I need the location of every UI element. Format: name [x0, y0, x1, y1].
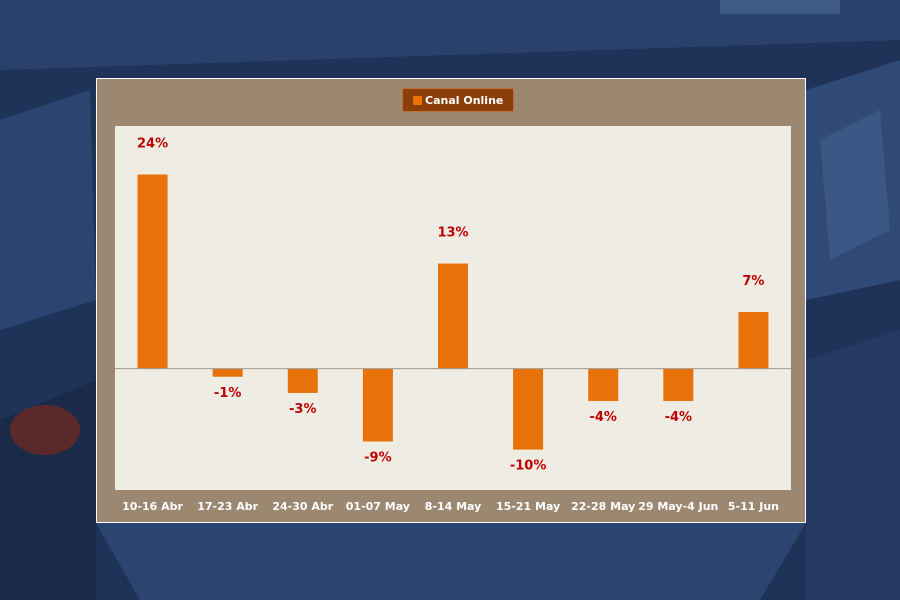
bar-3: [362, 368, 393, 442]
bar-7: [663, 368, 694, 402]
legend: Canal Online: [402, 88, 515, 112]
data-label-5: -10%: [510, 459, 547, 474]
x-tick-label-7: 29 May-4 Jun: [638, 500, 718, 513]
bar-4: [438, 263, 468, 369]
x-tick-label-0: 10-16 Abr: [122, 500, 183, 513]
bar-5: [513, 368, 544, 450]
x-tick-label-3: 01-07 May: [346, 500, 410, 513]
data-label-0: 24%: [137, 137, 168, 152]
x-tick-label-6: 22-28 May: [571, 500, 635, 513]
data-label-8: 7%: [742, 274, 764, 289]
x-tick-label-1: 17-23 Abr: [197, 500, 258, 513]
x-tick-label-2: 24-30 Abr: [272, 500, 333, 513]
data-label-2: -3%: [289, 402, 316, 417]
x-tick-label-8: 5-11 Jun: [728, 500, 779, 513]
bar-8: [738, 312, 769, 369]
data-label-3: -9%: [364, 450, 391, 465]
bar-6: [588, 368, 619, 402]
bar-chart: 24% 10-16 Abr -1% 17-23 Abr -3% 24-30 Abr -9% 0…: [115, 126, 791, 513]
bars-layer: [137, 174, 769, 450]
x-tick-label-5: 15-21 May: [496, 500, 560, 513]
bar-1: [212, 368, 243, 377]
legend-label: Canal Online: [425, 93, 504, 107]
legend-swatch: [413, 95, 422, 105]
data-label-7: -4%: [665, 410, 692, 425]
bar-0: [137, 174, 168, 369]
bar-2: [287, 368, 318, 393]
data-label-6: -4%: [589, 410, 616, 425]
chart-frame: Canal Online 24% 10-16 Abr -1% 17-23 Abr -3%…: [96, 78, 806, 523]
data-label-4: 13%: [437, 226, 468, 241]
x-tick-label-4: 8-14 May: [425, 500, 482, 513]
data-label-1: -1%: [214, 386, 241, 401]
labels-layer: 24% 10-16 Abr -1% 17-23 Abr -3% 24-30 Abr -9% 0…: [122, 137, 779, 513]
